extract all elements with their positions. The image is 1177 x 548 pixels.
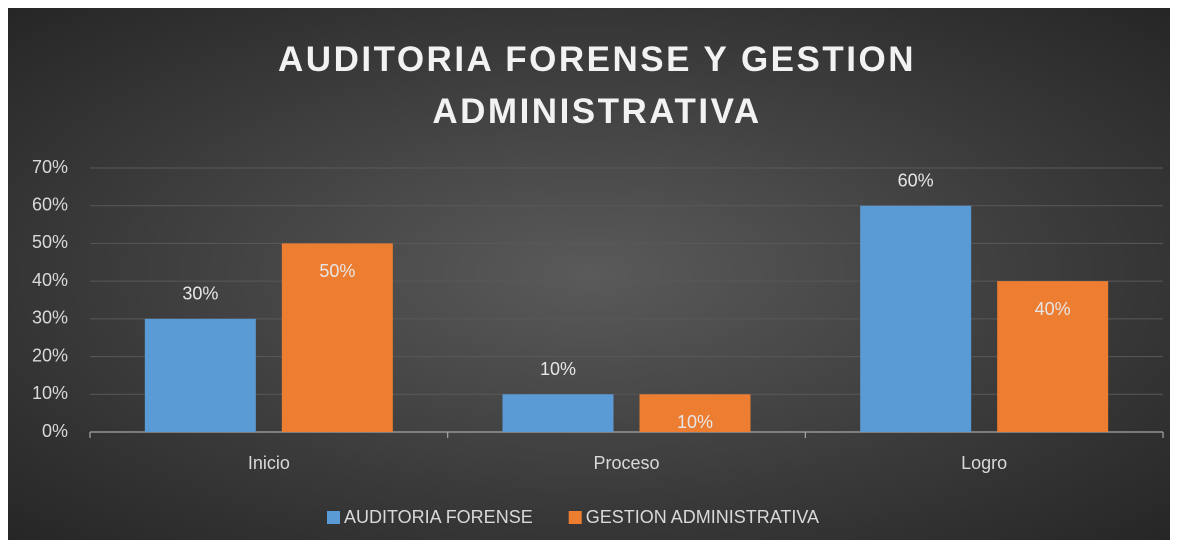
- legend-label: AUDITORIA FORENSE: [344, 507, 533, 527]
- bar: [144, 318, 256, 432]
- x-tick-label: Inicio: [248, 453, 290, 473]
- data-label: 50%: [319, 261, 355, 281]
- y-tick-label: 70%: [32, 157, 68, 177]
- x-tick-label: Proceso: [593, 453, 659, 473]
- bar: [502, 394, 614, 432]
- bar: [281, 243, 393, 432]
- x-tick-label: Logro: [961, 453, 1007, 473]
- y-tick-label: 30%: [32, 308, 68, 328]
- data-label: 60%: [898, 170, 934, 190]
- data-label: 30%: [182, 284, 218, 304]
- y-tick-label: 20%: [32, 345, 68, 365]
- data-label: 40%: [1035, 299, 1071, 319]
- legend-swatch: [568, 511, 582, 524]
- y-tick-label: 40%: [32, 270, 68, 290]
- data-label: 10%: [677, 412, 713, 432]
- bar: [860, 205, 972, 432]
- legend-label: GESTION ADMINISTRATIVA: [586, 507, 819, 527]
- chart-title: AUDITORIA FORENSE Y GESTION ADMINISTRATI…: [278, 40, 916, 131]
- y-tick-label: 60%: [32, 194, 68, 214]
- bar: [997, 281, 1109, 432]
- y-tick-label: 50%: [32, 232, 68, 252]
- legend-swatch: [327, 511, 340, 524]
- data-label: 10%: [540, 359, 576, 379]
- bar: [639, 394, 751, 432]
- y-tick-label: 0%: [42, 421, 68, 441]
- chart-background: [8, 8, 1170, 540]
- y-tick-label: 10%: [32, 383, 68, 403]
